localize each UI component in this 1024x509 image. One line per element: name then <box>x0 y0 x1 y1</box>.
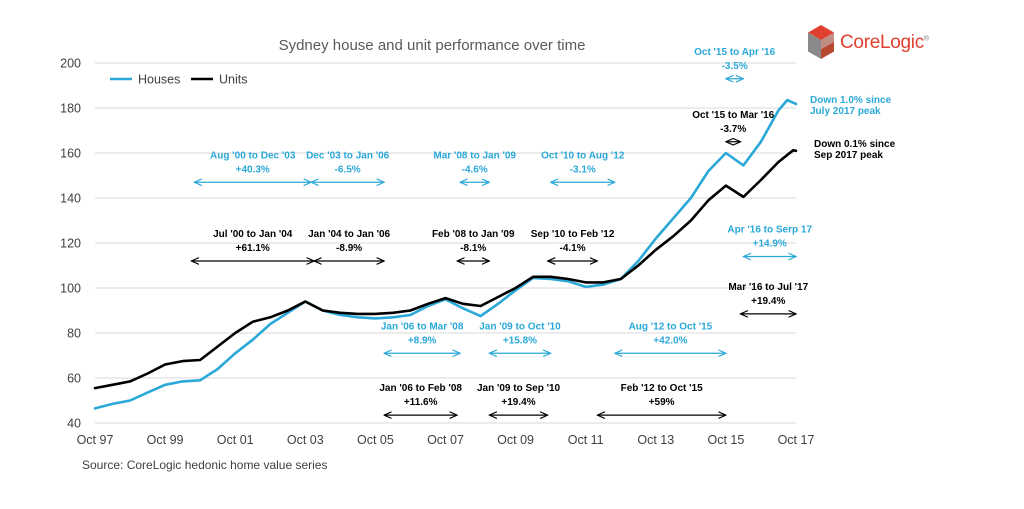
annotation-units-feb-08-to-jan-09-period: Feb '08 to Jan '09 <box>432 229 515 240</box>
annotation-houses-aug-00-to-dec-03-change: +40.3% <box>236 164 270 175</box>
y-tick-label-80: 80 <box>67 327 81 341</box>
annotation-houses-oct-10-to-aug-12-period: Oct '10 to Aug '12 <box>541 150 625 161</box>
annotation-units-feb-12-to-oct-15-period: Feb '12 to Oct '15 <box>621 383 703 394</box>
annotation-houses-oct-15-to-apr-16-change: -3.5% <box>722 61 748 72</box>
annotation-houses-jan-06-to-mar-08-period: Jan '06 to Mar '08 <box>381 321 464 332</box>
annotation-houses-jan-09-to-oct-10-change: +15.8% <box>503 335 537 346</box>
annotation-units-jan-06-to-feb-08-period: Jan '06 to Feb '08 <box>379 383 462 394</box>
y-axis-ticks: 40 60 80 100 120 140 160 180 200 <box>60 57 81 431</box>
note-houses-line-1: Down 1.0% since <box>810 95 892 106</box>
y-tick-label-120: 120 <box>60 237 81 251</box>
legend-label-units: Units <box>219 73 247 87</box>
annotation-units-sep-10-to-feb-12-change: -4.1% <box>559 243 585 254</box>
x-tick-label-oct-03: Oct 03 <box>287 433 324 447</box>
annotation-houses-dec-03-to-jan-06-period: Dec '03 to Jan '06 <box>306 150 390 161</box>
logo-wordmark: CoreLogic® <box>840 32 929 53</box>
x-tick-label-oct-07: Oct 07 <box>427 433 464 447</box>
annotation-units-jan-06-to-feb-08-change: +11.6% <box>404 397 438 408</box>
x-tick-label-oct-11: Oct 11 <box>568 433 604 447</box>
annotation-houses-aug-00-to-dec-03-period: Aug '00 to Dec '03 <box>210 150 296 161</box>
x-tick-label-oct-13: Oct 13 <box>637 433 674 447</box>
annotation-houses-apr-16-to-serp-17-change: +14.9% <box>753 239 787 250</box>
annotation-units-jul-00-to-jan-04-change: +61.1% <box>236 243 270 254</box>
period-annotations: Aug '00 to Dec '03 +40.3% Dec '03 to Jan '… <box>191 47 812 415</box>
annotation-houses-jan-09-to-oct-10-period: Jan '09 to Oct '10 <box>479 321 561 332</box>
series-lines <box>93 98 798 410</box>
annotation-units-sep-10-to-feb-12-period: Sep '10 to Feb '12 <box>531 229 615 240</box>
annotation-houses-apr-16-to-serp-17-period: Apr '16 to Serp 17 <box>727 225 812 236</box>
legend-label-houses: Houses <box>138 73 180 87</box>
source-note: Source: CoreLogic hedonic home value ser… <box>82 458 328 472</box>
y-tick-label-200: 200 <box>60 57 81 71</box>
annotation-houses-dec-03-to-jan-06-change: -6.5% <box>335 164 361 175</box>
series-line-houses <box>93 98 798 410</box>
annotation-units-jan-09-to-sep-10-period: Jan '09 to Sep '10 <box>477 383 561 394</box>
y-tick-label-60: 60 <box>67 372 81 386</box>
x-tick-label-oct-09: Oct 09 <box>497 433 534 447</box>
y-tick-label-40: 40 <box>67 417 81 431</box>
annotation-houses-mar-08-to-jan-09-change: -4.6% <box>462 164 488 175</box>
annotation-houses-mar-08-to-jan-09-period: Mar '08 to Jan '09 <box>433 150 516 161</box>
x-axis-ticks: Oct 97 Oct 99 Oct 01 Oct 03 Oct 05 Oct 07 Oct … <box>77 433 815 447</box>
y-tick-label-100: 100 <box>60 282 81 296</box>
annotation-units-feb-12-to-oct-15-change: +59% <box>649 397 675 408</box>
annotation-houses-jan-06-to-mar-08-change: +8.9% <box>408 335 437 346</box>
annotation-units-jul-00-to-jan-04-period: Jul '00 to Jan '04 <box>213 229 293 240</box>
annotation-houses-oct-15-to-apr-16-period: Oct '15 to Apr '16 <box>694 47 776 58</box>
annotation-units-mar-16-to-jul-17-change: +19.4% <box>751 296 785 307</box>
corelogic-logo-icon <box>808 25 834 59</box>
y-tick-label-140: 140 <box>60 192 81 206</box>
annotation-units-oct-15-to-mar-16-change: -3.7% <box>720 124 746 135</box>
annotation-houses-oct-10-to-aug-12-change: -3.1% <box>570 164 596 175</box>
y-tick-label-180: 180 <box>60 102 81 116</box>
annotation-houses-aug-12-to-oct-15-change: +42.0% <box>653 335 687 346</box>
annotation-units-mar-16-to-jul-17-period: Mar '16 to Jul '17 <box>728 282 808 293</box>
grid-lines <box>95 62 796 424</box>
annotation-units-jan-04-to-jan-06-period: Jan '04 to Jan '06 <box>308 229 390 240</box>
annotation-units-jan-04-to-jan-06-change: -8.9% <box>336 243 362 254</box>
note-houses-line-2: July 2017 peak <box>810 106 881 117</box>
x-tick-label-oct-05: Oct 05 <box>357 433 394 447</box>
x-tick-label-oct-01: Oct 01 <box>217 433 254 447</box>
y-tick-label-160: 160 <box>60 147 81 161</box>
corelogic-logo: CoreLogic® <box>806 22 936 64</box>
series-line-units <box>93 149 798 390</box>
x-tick-label-oct-99: Oct 99 <box>147 433 184 447</box>
x-tick-label-oct-97: Oct 97 <box>77 433 114 447</box>
x-tick-label-oct-15: Oct 15 <box>707 433 744 447</box>
note-units-line-2: Sep 2017 peak <box>814 150 883 161</box>
chart-title: Sydney house and unit performance over t… <box>279 37 586 54</box>
x-tick-label-oct-17: Oct 17 <box>778 433 815 447</box>
annotation-units-feb-08-to-jan-09-change: -8.1% <box>460 243 486 254</box>
annotation-units-jan-09-to-sep-10-change: +19.4% <box>501 397 535 408</box>
annotation-units-oct-15-to-mar-16-period: Oct '15 to Mar '16 <box>692 110 774 121</box>
note-units-line-1: Down 0.1% since <box>814 139 896 150</box>
annotation-houses-aug-12-to-oct-15-period: Aug '12 to Oct '15 <box>629 321 713 332</box>
legend: Houses Units <box>110 73 247 87</box>
